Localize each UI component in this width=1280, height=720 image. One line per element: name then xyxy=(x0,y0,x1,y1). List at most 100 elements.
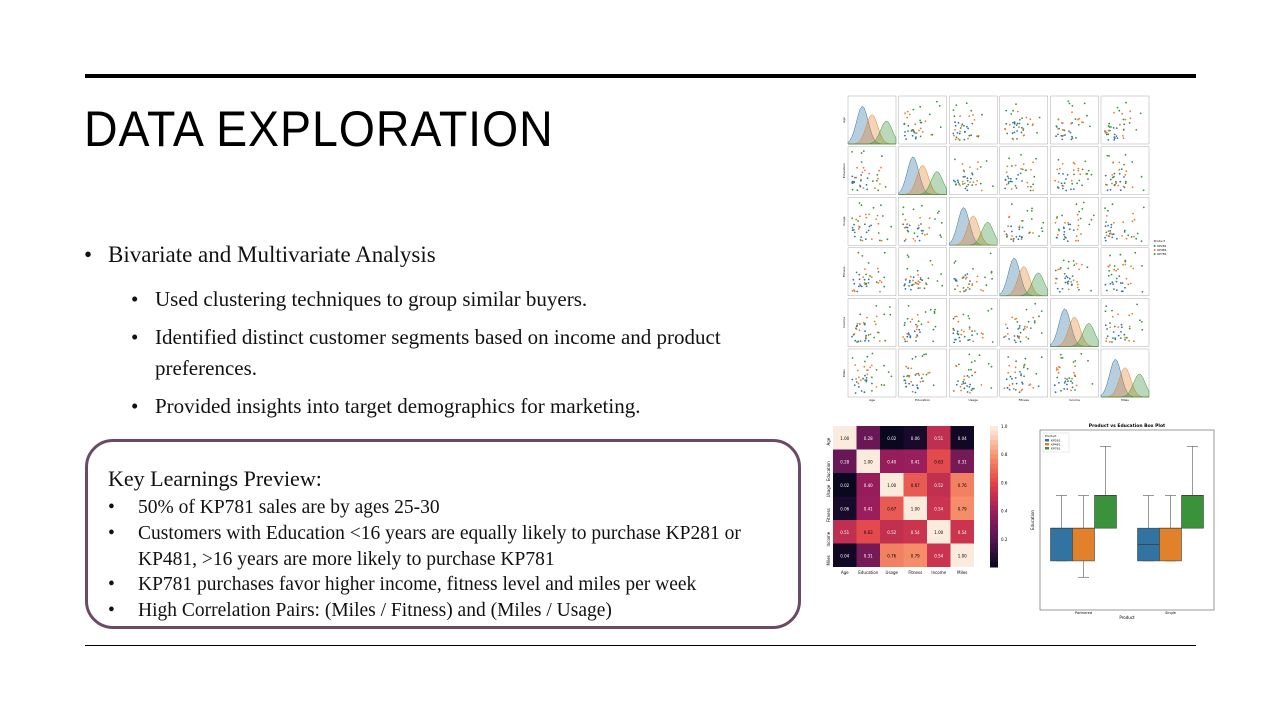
key-learnings-title: Key Learnings Preview: xyxy=(108,466,322,491)
pairplot-point xyxy=(1067,380,1069,383)
pairplot-point xyxy=(889,313,892,316)
pairplot-point xyxy=(1086,114,1088,117)
heatmap-value: 1.00 xyxy=(887,483,896,488)
pairplot-point xyxy=(963,330,965,333)
pairplot-point xyxy=(1013,121,1016,124)
pairplot-point xyxy=(1021,226,1024,229)
pairplot-point xyxy=(910,275,912,278)
pairplot-point xyxy=(880,384,883,386)
pairplot-point xyxy=(1109,264,1111,266)
pairplot-point xyxy=(1120,326,1123,329)
pairplot-point xyxy=(1124,336,1126,339)
pairplot-point xyxy=(1005,122,1008,125)
colorbar-segment xyxy=(990,529,998,535)
heatmap-value: 0.79 xyxy=(958,506,967,511)
pairplot-col-label: Education xyxy=(915,398,930,402)
pairplot-point xyxy=(1134,251,1137,254)
pairplot-point xyxy=(923,353,925,356)
pairplot-point xyxy=(1023,327,1026,330)
pairplot-point xyxy=(1004,187,1006,190)
pairplot-point xyxy=(1062,173,1064,175)
pairplot-point xyxy=(904,238,907,241)
pairplot-point xyxy=(1111,233,1114,236)
pairplot-point xyxy=(954,180,956,183)
heatmap-value: 0.63 xyxy=(934,459,943,464)
pairplot-point xyxy=(853,384,856,386)
pairplot-row-label: Usage xyxy=(842,216,846,226)
pairplot-point xyxy=(858,225,860,228)
pairplot-point xyxy=(1074,375,1077,378)
pairplot-point xyxy=(961,163,964,165)
pairplot-point xyxy=(1029,327,1032,329)
pairplot-col-label: Age xyxy=(869,398,875,402)
pairplot-point xyxy=(934,218,936,220)
pairplot-point xyxy=(1063,272,1066,275)
pairplot-point xyxy=(910,380,913,383)
pairplot-point xyxy=(1110,223,1113,226)
pairplot-point xyxy=(980,289,982,291)
pairplot-point xyxy=(922,380,924,383)
pairplot-point xyxy=(953,115,956,118)
pairplot-point xyxy=(906,317,909,320)
pairplot-point xyxy=(1107,265,1110,268)
pairplot-point xyxy=(866,188,868,191)
pairplot-point xyxy=(1078,179,1081,182)
pairplot-point xyxy=(1033,320,1036,322)
pairplot-point xyxy=(962,382,965,385)
pairplot-point xyxy=(1070,389,1072,392)
pairplot-point xyxy=(1086,173,1089,175)
pairplot-kde xyxy=(898,171,947,195)
pairplot-point xyxy=(1038,116,1041,119)
heatmap-cell xyxy=(833,520,857,544)
pairplot-point xyxy=(868,213,871,216)
pairplot-point xyxy=(1112,127,1115,129)
pairplot-point xyxy=(877,177,879,180)
pairplot-point xyxy=(908,382,910,385)
pairplot-point xyxy=(867,278,870,281)
pairplot-point xyxy=(917,320,920,323)
boxplot-figure: Product vs Education Box Plot Product Educ… xyxy=(1028,420,1218,620)
pairplot-point xyxy=(1117,326,1120,328)
pairplot-point xyxy=(917,224,920,227)
pairplot-point xyxy=(936,100,938,103)
pairplot-point xyxy=(1014,371,1017,374)
pairplot-point xyxy=(1113,325,1116,328)
pairplot-point xyxy=(1021,180,1023,182)
pairplot-point xyxy=(1005,109,1008,112)
pairplot-point xyxy=(974,371,977,373)
pairplot-point xyxy=(1018,337,1020,340)
pairplot-point xyxy=(1019,331,1022,334)
pairplot-point xyxy=(861,255,864,257)
boxplot-box xyxy=(1072,527,1095,562)
pairplot-kde xyxy=(898,164,947,195)
pairplot-point xyxy=(915,340,917,342)
pairplot-point xyxy=(1105,337,1108,340)
colorbar-segment xyxy=(990,463,998,469)
pairplot-point xyxy=(867,262,870,264)
pairplot-point xyxy=(1027,320,1030,323)
pairplot-point xyxy=(870,364,873,367)
pairplot-point xyxy=(965,276,968,279)
pairplot-point xyxy=(883,364,885,367)
pairplot-point xyxy=(974,360,976,362)
pairplot-panel xyxy=(1050,247,1099,297)
top-rule xyxy=(85,74,1196,78)
pairplot-point xyxy=(1016,130,1018,132)
pairplot-point xyxy=(977,135,980,138)
pairplot-point xyxy=(909,279,911,282)
pairplot-point xyxy=(928,113,931,116)
heatmap-value: 1.00 xyxy=(840,436,849,441)
pairplot-col-label: Miles xyxy=(1121,398,1129,402)
pairplot-point xyxy=(959,290,961,293)
pairplot-point xyxy=(969,383,971,386)
pairplot-point xyxy=(860,204,863,207)
heatmap-row-label: Fitness xyxy=(826,508,831,522)
pairplot-point xyxy=(851,290,854,292)
pairplot-point xyxy=(928,371,931,374)
pairplot-point xyxy=(1042,221,1045,224)
pairplot-point xyxy=(1111,281,1114,284)
pairplot-point xyxy=(1081,184,1083,187)
pairplot-point xyxy=(906,226,909,229)
pairplot-point xyxy=(858,285,860,288)
pairplot-point xyxy=(1123,163,1125,166)
